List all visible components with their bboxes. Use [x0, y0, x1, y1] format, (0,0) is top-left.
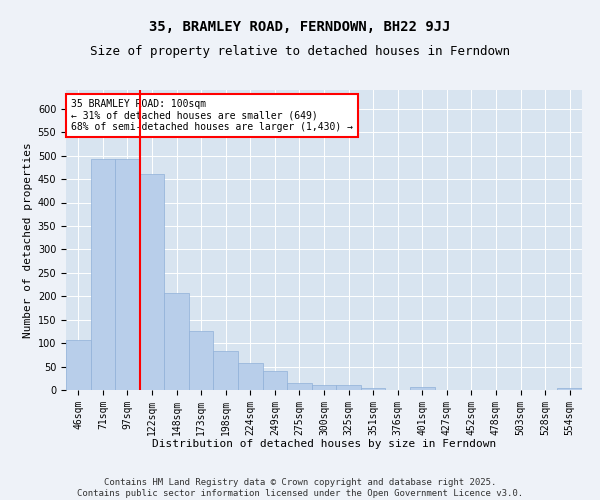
Bar	[189, 332, 214, 390]
Text: Size of property relative to detached houses in Ferndown: Size of property relative to detached ho…	[90, 45, 510, 58]
Bar	[66, 340, 91, 390]
Y-axis label: Number of detached properties: Number of detached properties	[23, 142, 34, 338]
Bar	[336, 385, 361, 390]
Text: 35, BRAMLEY ROAD, FERNDOWN, BH22 9JJ: 35, BRAMLEY ROAD, FERNDOWN, BH22 9JJ	[149, 20, 451, 34]
Bar	[410, 387, 434, 390]
Bar	[312, 386, 336, 390]
Bar	[140, 174, 164, 390]
Bar	[115, 159, 140, 390]
Bar	[238, 364, 263, 390]
Text: Contains HM Land Registry data © Crown copyright and database right 2025.
Contai: Contains HM Land Registry data © Crown c…	[77, 478, 523, 498]
Bar	[214, 351, 238, 390]
Bar	[91, 159, 115, 390]
X-axis label: Distribution of detached houses by size in Ferndown: Distribution of detached houses by size …	[152, 439, 496, 449]
Text: 35 BRAMLEY ROAD: 100sqm
← 31% of detached houses are smaller (649)
68% of semi-d: 35 BRAMLEY ROAD: 100sqm ← 31% of detache…	[71, 99, 353, 132]
Bar	[361, 388, 385, 390]
Bar	[164, 293, 189, 390]
Bar	[287, 384, 312, 390]
Bar	[263, 371, 287, 390]
Bar	[557, 388, 582, 390]
